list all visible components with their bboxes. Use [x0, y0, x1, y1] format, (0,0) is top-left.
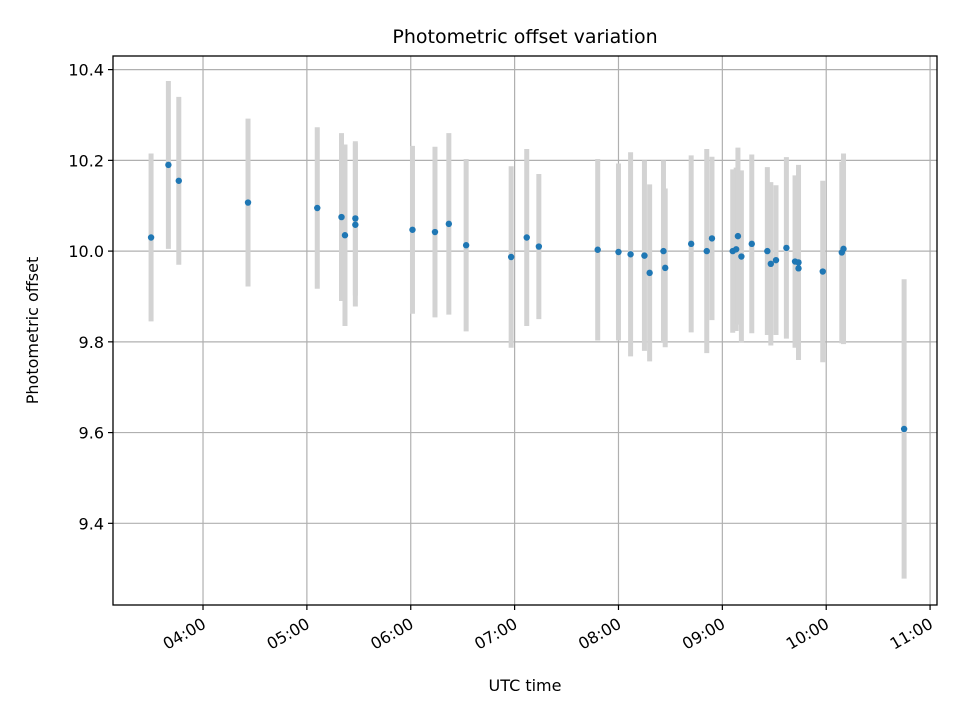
error-bars — [148, 80, 907, 579]
data-point — [734, 232, 742, 240]
data-point — [767, 260, 775, 268]
data-point — [687, 240, 695, 248]
x-tick-label: 06:00 — [367, 614, 416, 654]
data-point — [764, 247, 771, 255]
x-tick-label: 11:00 — [887, 614, 936, 654]
y-axis-label: Photometric offset — [23, 257, 42, 405]
y-tick-label: 10.0 — [68, 242, 104, 261]
data-point — [352, 221, 359, 228]
data-point — [627, 251, 634, 258]
x-tick-label: 07:00 — [471, 614, 520, 654]
x-axis-label: UTC time — [489, 676, 562, 695]
data-point — [244, 199, 252, 206]
y-tick-label: 9.8 — [79, 333, 104, 352]
grid — [113, 56, 937, 605]
x-tick-label: 05:00 — [263, 614, 312, 654]
data-point — [738, 253, 745, 260]
data-point — [165, 161, 172, 169]
data-point — [535, 243, 543, 250]
data-point — [840, 245, 847, 253]
data-point — [646, 269, 653, 277]
y-tick-label: 10.4 — [68, 61, 104, 80]
y-tick-label: 10.2 — [68, 151, 104, 170]
y-tick-label: 9.4 — [79, 514, 104, 533]
data-point — [732, 246, 740, 253]
data-points — [147, 161, 908, 433]
data-point — [445, 220, 453, 228]
data-point — [147, 234, 155, 241]
data-point — [660, 247, 667, 255]
data-point — [523, 234, 530, 241]
data-point — [462, 242, 470, 249]
x-tick-label: 10:00 — [783, 614, 832, 654]
x-axis: 04:00 05:00 06:00 07:00 08:00 09:00 10:00 11:00 — [160, 605, 936, 654]
data-point — [341, 232, 349, 239]
data-point — [783, 244, 790, 252]
data-point — [708, 235, 716, 242]
data-point — [703, 247, 710, 255]
data-point — [409, 226, 416, 233]
data-point — [352, 215, 359, 222]
y-axis: 9.4 9.6 9.8 10.0 10.2 10.4 — [68, 61, 113, 533]
data-point — [594, 246, 601, 253]
data-point — [338, 213, 345, 221]
x-tick-label: 08:00 — [575, 614, 624, 654]
data-point — [772, 256, 780, 264]
data-point — [900, 425, 908, 433]
data-point — [748, 240, 755, 248]
data-point — [819, 268, 826, 275]
x-tick-label: 04:00 — [160, 614, 209, 654]
data-point — [431, 228, 439, 236]
data-point — [795, 265, 802, 272]
data-point — [175, 177, 182, 184]
x-tick-label: 09:00 — [679, 614, 728, 654]
data-point — [662, 264, 669, 272]
data-point — [615, 248, 622, 256]
data-point — [641, 252, 648, 259]
data-point — [314, 204, 321, 212]
data-point — [795, 259, 802, 266]
data-point — [507, 253, 515, 261]
chart-title: Photometric offset variation — [392, 26, 657, 48]
plot-frame — [112, 55, 938, 606]
y-tick-label: 9.6 — [79, 424, 104, 443]
